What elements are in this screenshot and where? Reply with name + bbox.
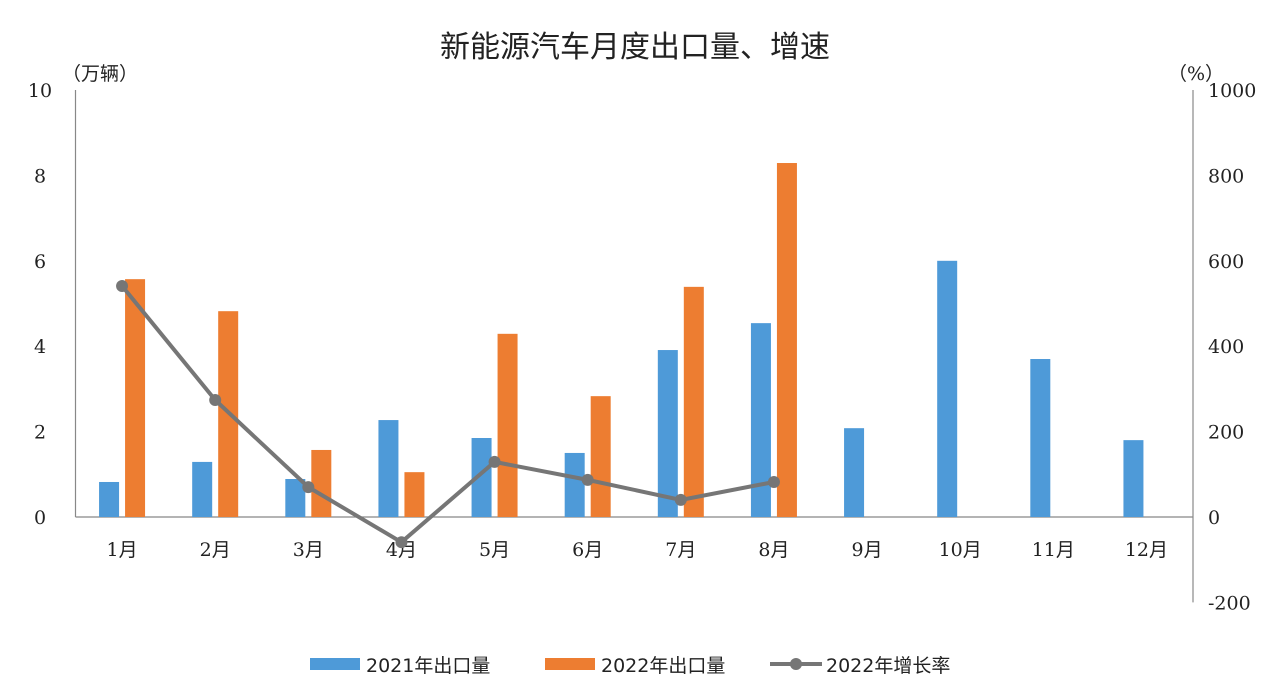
growth-rate-point [209,394,222,407]
left-tick-label: 10 [28,80,52,102]
bar-2021 [1123,440,1144,517]
growth-rate-point [674,493,687,506]
bar-2022 [683,286,704,517]
bar-2021 [378,420,399,517]
right-tick-label: 0 [1208,507,1220,529]
legend-label: 2021年出口量 [366,655,490,677]
bar-2022 [776,163,797,517]
left-tick-label: 0 [34,507,46,529]
legend-swatch-marker [790,658,802,670]
x-tick-label: 2月 [200,539,231,561]
left-tick-label: 8 [34,165,46,187]
bar-2022 [590,396,611,517]
growth-rate-point [581,473,594,486]
x-tick-label: 6月 [572,539,603,561]
bar-2021 [937,260,958,517]
right-axis-unit: （%） [1168,63,1224,85]
bar-2022 [404,472,425,517]
left-tick-label: 2 [34,422,46,444]
bar-2021 [99,481,120,517]
growth-rate-line [120,284,775,545]
bar-2021 [750,323,771,517]
legend-swatch [545,658,595,670]
right-tick-label: 600 [1208,251,1244,273]
bar-2021 [564,452,585,517]
left-tick-label: 4 [34,336,46,358]
right-tick-label: 1000 [1208,80,1256,102]
legend-swatch [310,658,360,670]
right-tick-label: -200 [1208,592,1251,614]
x-tick-label: 8月 [758,539,789,561]
x-tick-label: 12月 [1125,539,1168,561]
bar-2022 [497,333,518,517]
legend-label: 2022年增长率 [826,655,950,677]
x-tick-label: 7月 [665,539,696,561]
bar-2021 [285,478,306,517]
growth-rate-point [302,481,315,494]
x-tick-label: 3月 [293,539,324,561]
right-tick-label: 400 [1208,336,1244,358]
right-tick-label: 800 [1208,165,1244,187]
x-tick-label: 11月 [1032,539,1075,561]
right-tick-label: 200 [1208,422,1244,444]
growth-rate-point [488,455,501,468]
bar-2022 [125,279,146,517]
bar-2022 [311,449,332,517]
bar-2021 [657,350,678,517]
growth-rate-point [116,279,129,292]
left-tick-label: 6 [34,251,46,273]
chart-title: 新能源汽车月度出口量、增速 [440,30,830,65]
x-tick-label: 4月 [386,539,417,561]
bar-2021 [192,461,213,517]
growth-rate-point [395,536,408,549]
bar-2021 [1030,359,1051,517]
x-tick-label: 10月 [939,539,982,561]
x-tick-label: 5月 [479,539,510,561]
x-tick-label: 9月 [852,539,883,561]
x-tick-label: 1月 [107,539,138,561]
bar-2021 [844,428,865,517]
bar-2021 [471,438,492,517]
left-axis-unit: （万辆） [62,63,138,85]
legend-label: 2022年出口量 [601,655,725,677]
growth-rate-point [767,475,780,488]
